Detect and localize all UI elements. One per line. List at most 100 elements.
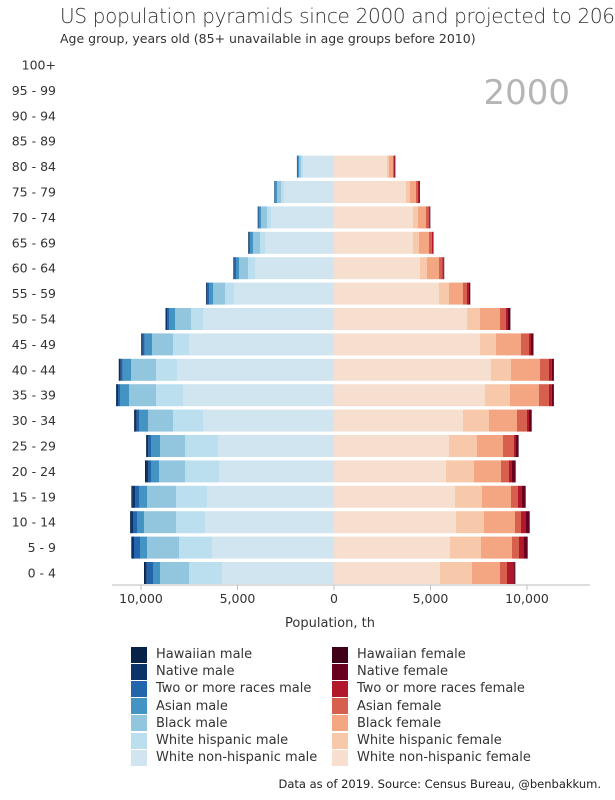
bar-asian-male [297,155,299,178]
bar-black-male [252,231,261,254]
bar-hawaiian-female [514,562,516,584]
y-tick-label: 45 - 49 [12,337,56,352]
bar-native-male [206,282,208,305]
bar-two-or-more-races-female [394,155,395,178]
x-axis-label: Population, th [285,616,375,631]
y-tick-label: 95 - 99 [12,83,56,98]
bar-white-non-hispanic-female [334,409,463,432]
bar-black-female [409,181,416,203]
y-tick-label: 85 - 89 [12,134,56,149]
bar-two-or-more-races-female [548,358,552,381]
bar-two-or-more-races-female [517,485,522,508]
bar-white-hispanic-female [490,358,511,381]
legend-label: White non-hispanic female [357,750,531,766]
bar-two-or-more-races-female [507,562,514,584]
bar-two-or-more-races-male [148,460,152,483]
bar-native-male [145,562,147,584]
bar-two-or-more-races-male [258,206,260,229]
bar-hawaiian-female [524,485,526,508]
bar-asian-female [511,536,519,559]
bar-asian-male [151,435,161,457]
bar-native-female [429,206,431,229]
bar-black-male [261,206,268,229]
bar-two-or-more-races-male [207,282,210,305]
legend-item: Hawaiian female [332,646,531,663]
y-tick-label: 90 - 94 [12,108,56,123]
bar-asian-male [139,409,149,432]
bar-black-male [147,536,180,559]
bar-asian-male [144,333,153,356]
bar-black-male [159,460,186,483]
bar-white-non-hispanic-female [334,435,449,457]
legend-swatch [332,663,348,680]
legend-label: White hispanic male [156,733,289,749]
bar-two-or-more-races-female [417,181,419,203]
bar-hawaiian-male [116,384,117,407]
legend-label: Asian male [156,698,228,714]
legend-swatch [131,715,147,732]
bar-white-non-hispanic-male [183,384,334,407]
legend-item: White non-hispanic male [131,749,317,766]
bar-asian-male [153,562,161,584]
bar-hawaiian-female [553,358,554,381]
bar-asian-female [439,257,443,280]
legend-swatch [131,663,147,680]
bar-hawaiian-female [528,511,530,534]
bar-two-or-more-races-male [133,536,140,559]
y-tick-label: 35 - 39 [12,388,56,403]
bar-asian-male [120,384,130,407]
x-tick-label: 5,000 [413,591,449,606]
y-tick-label: 55 - 59 [12,286,56,301]
bar-asian-female [425,206,429,229]
bar-two-or-more-races-female [505,308,508,330]
bar-black-male [160,562,189,584]
bar-white-hispanic-female [445,460,475,483]
bar-white-hispanic-male [185,460,220,483]
legend-item: White hispanic female [332,732,531,749]
bar-white-non-hispanic-female [334,282,439,305]
bar-black-female [481,485,511,508]
bar-native-male [146,460,149,483]
legend-label: Asian female [357,698,442,714]
legend-swatch [131,698,147,715]
bar-asian-female [520,333,529,356]
bar-two-or-more-races-female [428,206,430,229]
bar-asian-male [139,485,148,508]
bar-hawaiian-male [118,358,120,381]
bar-asian-male [259,206,262,229]
legend-swatch [332,715,348,732]
bar-white-hispanic-female [386,155,390,178]
bar-asian-female [462,282,467,305]
bar-white-non-hispanic-female [334,333,480,356]
bar-black-female [495,333,521,356]
bar-two-or-more-races-male [234,257,237,280]
bar-hawaiian-female [514,460,516,483]
bar-white-non-hispanic-male [303,155,334,178]
y-tick-label: 60 - 64 [12,261,56,276]
bar-white-hispanic-female [455,511,484,534]
bar-two-or-more-races-male [297,155,298,178]
bar-hawaiian-female [526,536,528,559]
bar-white-hispanic-male [156,384,184,407]
bar-black-female [389,155,394,178]
bar-white-non-hispanic-male [219,460,334,483]
bar-white-hispanic-male [260,231,266,254]
bar-two-or-more-races-female [442,257,444,280]
legend-swatch [332,749,348,766]
bar-white-non-hispanic-male [212,536,334,559]
bar-white-non-hispanic-female [334,384,485,407]
bar-black-male [144,511,177,534]
bar-black-female [480,536,512,559]
bar-white-non-hispanic-female [334,485,455,508]
bar-native-female [468,282,470,305]
legend-label: Black male [156,715,228,731]
y-tick-label: 100+ [22,58,56,73]
legend-swatch [332,732,348,749]
x-tick-label: 10,000 [119,591,163,606]
bar-white-hispanic-female [438,282,449,305]
bar-two-or-more-races-male [118,384,121,407]
bar-white-hispanic-female [449,536,481,559]
bar-asian-female [514,511,521,534]
bar-black-female [479,308,500,330]
bar-native-female [530,333,533,356]
